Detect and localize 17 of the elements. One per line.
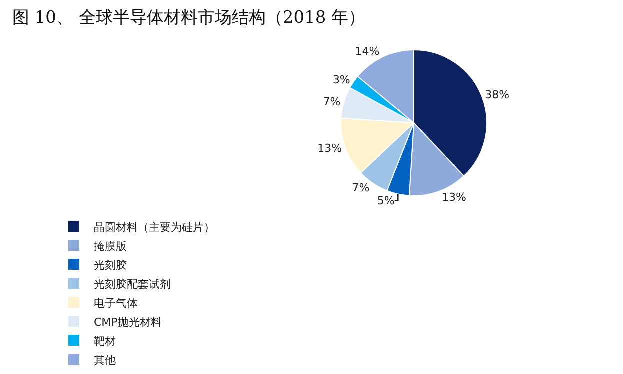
data-label: 38% [485, 88, 510, 102]
data-label: 3% [332, 73, 350, 86]
legend-label: 掩膜版 [94, 240, 127, 253]
legend-label: 靶材 [94, 334, 116, 348]
legend-label: 晶圆材料（主要为硅片） [94, 220, 215, 234]
data-label: 13% [442, 190, 466, 204]
legend-label: 光刻胶 [94, 258, 127, 272]
data-label: 14% [355, 45, 380, 58]
chart-title: 图 10、 全球半导体材料市场结构（2018 年） [12, 8, 366, 28]
legend-label: 其他 [94, 354, 116, 367]
data-label: 7% [323, 96, 341, 109]
data-label: 5% [377, 194, 395, 208]
legend-label: 电子气体 [94, 296, 138, 310]
legend-label: CMP抛光材料 [94, 316, 162, 329]
legend-label: 光刻胶配套试剂 [94, 278, 171, 291]
data-label: 7% [352, 181, 370, 194]
data-label: 13% [318, 142, 342, 155]
